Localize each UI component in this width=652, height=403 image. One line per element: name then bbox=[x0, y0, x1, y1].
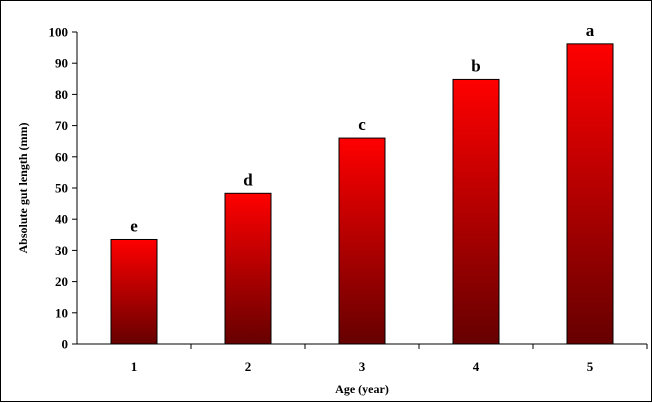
bar-data-label: c bbox=[358, 115, 366, 134]
y-tick-label: 0 bbox=[62, 337, 69, 352]
y-tick-label: 30 bbox=[55, 243, 68, 258]
y-tick-label: 50 bbox=[55, 181, 68, 196]
x-tick-label: 3 bbox=[359, 359, 366, 374]
x-tick-label: 4 bbox=[473, 359, 480, 374]
x-axis-ticks: 1 2 3 4 5 bbox=[131, 344, 647, 374]
bar-data-label: a bbox=[586, 21, 595, 40]
bar-age-3 bbox=[339, 138, 385, 344]
y-tick-label: 100 bbox=[49, 25, 69, 40]
x-tick-label: 1 bbox=[131, 359, 138, 374]
y-axis-title: Absolute gut length (mm) bbox=[16, 122, 30, 253]
bar-data-label: e bbox=[130, 216, 138, 235]
bar-age-1 bbox=[111, 239, 157, 344]
bar-age-4 bbox=[453, 79, 499, 344]
bar-age-2 bbox=[225, 193, 271, 344]
y-tick-label: 10 bbox=[55, 305, 68, 320]
y-tick-label: 40 bbox=[55, 212, 68, 227]
x-tick-label: 2 bbox=[245, 359, 252, 374]
y-tick-label: 70 bbox=[55, 118, 68, 133]
y-tick-label: 80 bbox=[55, 87, 68, 102]
y-tick-label: 90 bbox=[55, 56, 68, 71]
bar-data-label: d bbox=[243, 170, 253, 189]
bars: e d c b a bbox=[111, 21, 613, 344]
x-tick-label: 5 bbox=[587, 359, 594, 374]
y-tick-label: 20 bbox=[55, 274, 68, 289]
y-tick-label: 60 bbox=[55, 149, 68, 164]
bar-age-5 bbox=[567, 44, 613, 344]
x-axis-title: Age (year) bbox=[335, 382, 389, 396]
bar-data-label: b bbox=[471, 56, 480, 75]
y-axis-ticks: 0 10 20 30 40 50 60 70 80 90 100 bbox=[49, 25, 78, 352]
